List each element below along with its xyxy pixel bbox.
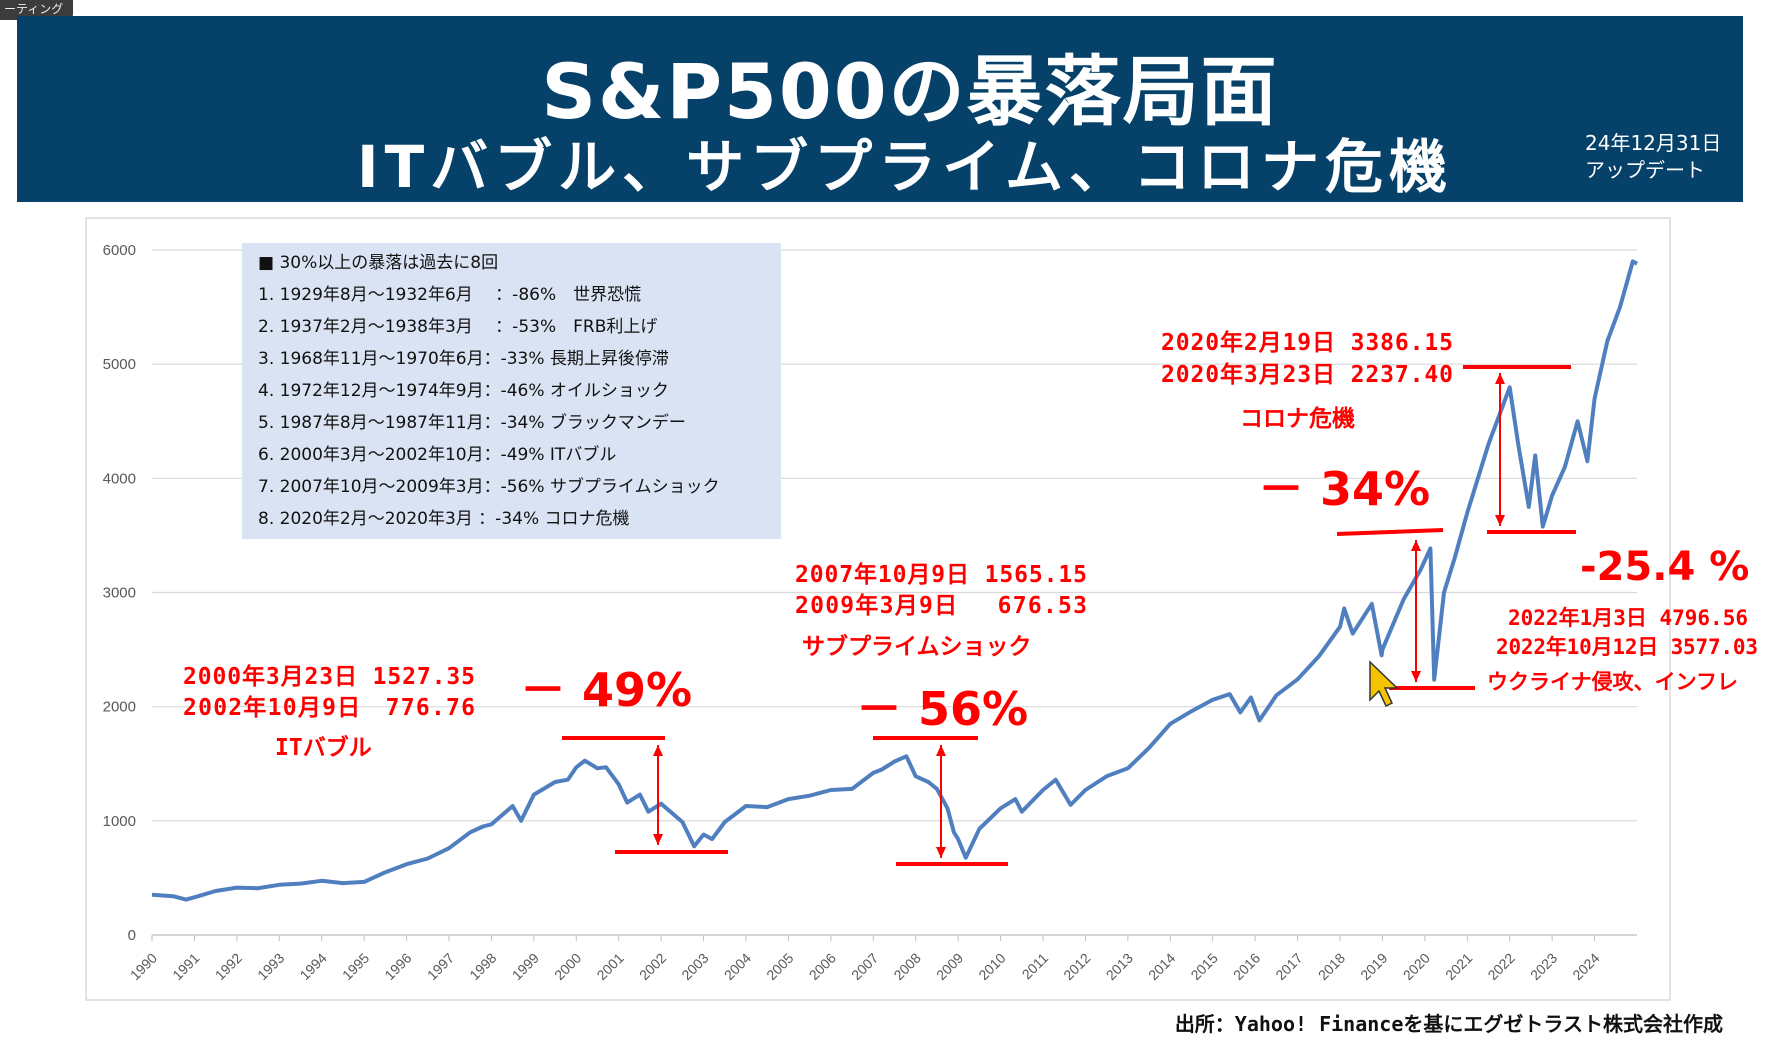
covid-name-label: コロナ危機 <box>1240 405 1355 432</box>
title-banner: S&P500の暴落局面 ITバブル、サブプライム、コロナ危機 24年12月31日… <box>17 16 1743 202</box>
arrow-head <box>936 745 946 756</box>
update-date: 24年12月31日 アップデート <box>1585 130 1721 184</box>
source-note: 出所：Yahoo! Financeを基にエグゼトラスト株式会社作成 <box>1174 1012 1723 1036</box>
y-tick-label: 5000 <box>103 356 136 373</box>
arrow-head <box>936 847 946 858</box>
legend-item: 3. 1968年11月～1970年6月：-33% 長期上昇後停滞 <box>258 349 669 369</box>
y-tick-label: 3000 <box>103 585 136 602</box>
infl-name-label: ウクライナ侵攻、インフレ <box>1487 670 1738 694</box>
y-tick-labels: 0 1000 2000 3000 4000 5000 6000 <box>103 242 136 944</box>
legend-item: 4. 1972年12月～1974年9月：-46% オイルショック <box>258 381 669 401</box>
legend-title: ■ 30%以上の暴落は過去に8回 <box>258 253 498 273</box>
legend-item: 8. 2020年2月～2020年3月 ：-34% コロナ危機 <box>258 509 630 529</box>
legend-item: 7. 2007年10月～2009年3月：-56% サブプライムショック <box>258 476 720 497</box>
arrow-head <box>1411 671 1421 682</box>
sub-name-label: サブプライムショック <box>802 633 1032 660</box>
arrow-head <box>653 834 663 845</box>
it-drop-pct: － 49% <box>520 663 692 717</box>
covid-trough-label: 2020年3月23日 2237.40 <box>1161 361 1453 388</box>
infl-peak-label: 2022年1月3日 4796.56 <box>1508 606 1748 630</box>
arrow-head <box>1495 373 1505 384</box>
sub-trough-label: 2009年3月9日 676.53 <box>795 592 1087 619</box>
covid-drop-pct: － 34% <box>1258 462 1430 516</box>
legend-item: 6. 2000年3月～2002年10月：-49% ITバブル <box>258 444 616 465</box>
page-title: S&P500の暴落局面 <box>541 47 1279 136</box>
update-line-2: アップデート <box>1585 158 1705 182</box>
sub-peak-label: 2007年10月9日 1565.15 <box>795 561 1087 588</box>
sub-drop-pct: － 56% <box>856 682 1028 736</box>
infl-trough-label: 2022年10月12日 3577.03 <box>1496 635 1758 659</box>
it-name-label: ITバブル <box>275 734 372 761</box>
legend-item: 5. 1987年8月～1987年11月：-34% ブラックマンデー <box>258 412 686 433</box>
y-tick-label: 2000 <box>103 699 136 716</box>
it-trough-label: 2002年10月9日 776.76 <box>183 694 475 721</box>
arrow-head <box>653 745 663 756</box>
infl-drop-pct: -25.4 % <box>1580 544 1749 590</box>
covid-peak-label: 2020年2月19日 3386.15 <box>1161 329 1453 356</box>
legend-item: 2. 1937年2月～1938年3月 ：-53% FRB利上げ <box>258 317 657 337</box>
y-tick-label: 1000 <box>103 813 136 830</box>
sp500-series-line <box>151 259 1638 902</box>
arrow-head <box>1495 515 1505 526</box>
covid-peak-bar <box>1336 528 1444 536</box>
update-line-1: 24年12月31日 <box>1585 131 1722 155</box>
window-tab[interactable]: ーティング <box>0 0 74 20</box>
y-tick-label: 0 <box>128 927 136 944</box>
arrow-head <box>1411 540 1421 551</box>
page-subtitle: ITバブル、サブプライム、コロナ危機 <box>357 133 1453 201</box>
legend-box <box>242 243 781 539</box>
y-tick-label: 6000 <box>103 242 136 259</box>
y-tick-label: 4000 <box>103 470 136 487</box>
mouse-cursor <box>1369 660 1399 708</box>
it-peak-label: 2000年3月23日 1527.35 <box>183 663 475 690</box>
legend-item: 1. 1929年8月～1932年6月 ：-86% 世界恐慌 <box>258 285 641 305</box>
